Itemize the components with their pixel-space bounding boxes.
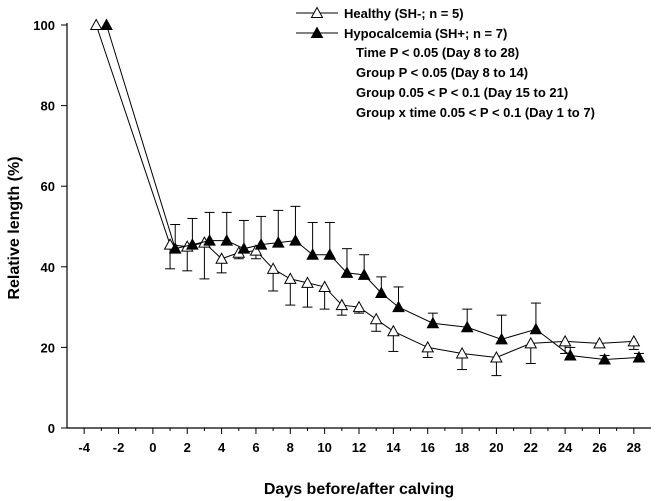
y-axis-title: Relative length (%) [6,156,23,299]
legend-marker-hypocalcemia [310,26,324,38]
data-point-hypocalcemia [254,238,268,250]
legend-label-healthy: Healthy (SH-; n = 5) [344,6,464,21]
y-tick-label: 100 [33,18,55,33]
data-point-hypocalcemia [563,348,577,361]
legend-label-hypocalcemia: Hypocalcemia (SH+; n = 7) [344,26,507,41]
y-tick-label: 60 [41,179,55,194]
data-point-healthy [318,280,331,292]
data-point-hypocalcemia [340,266,354,278]
y-tick-label: 0 [48,421,55,436]
error-bars [165,205,644,377]
data-point-hypocalcemia [598,352,611,365]
series [89,18,646,365]
data-point-hypocalcemia [392,300,405,313]
data-point-hypocalcemia [495,332,508,345]
data-point-healthy [215,252,228,264]
data-point-hypocalcemia [186,238,199,250]
data-point-healthy [249,244,263,256]
data-point-healthy [387,324,400,337]
x-tick-label: 8 [287,440,294,455]
data-point-hypocalcemia [237,242,251,254]
x-tick-label: 2 [184,440,191,455]
data-point-healthy [352,300,366,313]
x-tick-label: 16 [420,440,434,455]
data-point-healthy [558,334,572,347]
y-tick-label: 40 [41,260,55,275]
annotation-group: Group P < 0.05 (Day 8 to 14) [356,65,528,80]
data-point-hypocalcemia [529,322,543,335]
data-point-healthy [283,272,297,284]
x-tick-label: -2 [113,440,125,455]
data-point-hypocalcemia [168,242,182,254]
data-point-healthy [524,336,538,349]
x-tick-label: 22 [524,440,538,455]
data-point-hypocalcemia [220,234,234,246]
data-point-healthy [89,18,103,30]
data-point-hypocalcemia [374,286,388,298]
data-point-healthy [335,298,349,311]
data-point-hypocalcemia [289,234,302,246]
annotation-group-trend: Group 0.05 < P < 0.1 (Day 15 to 21) [356,85,568,100]
x-tick-label: 14 [386,440,401,455]
annotation-interaction: Group x time 0.05 < P < 0.1 (Day 1 to 7) [356,105,595,120]
x-tick-label: 12 [352,440,366,455]
data-point-healthy [301,276,314,288]
data-point-hypocalcemia [323,248,337,260]
data-point-hypocalcemia [271,236,285,248]
data-point-hypocalcemia [100,18,113,30]
series-line-healthy [95,24,634,358]
annotation-time: Time P < 0.05 (Day 8 to 28) [356,45,519,60]
x-tick-label: 18 [455,440,469,455]
legend-marker-healthy [310,6,324,18]
data-point-hypocalcemia [306,248,319,260]
axes [61,23,651,434]
data-point-healthy [627,334,641,347]
data-point-hypocalcemia [426,316,440,329]
data-point-healthy [455,346,469,359]
x-tick-label: 28 [627,440,641,455]
x-tick-label: -4 [78,440,90,455]
data-point-healthy [490,350,503,363]
data-point-healthy [421,340,435,353]
data-point-hypocalcemia [357,268,371,280]
x-tick-label: 24 [558,440,573,455]
data-point-healthy [369,312,383,325]
x-axis-title: Days before/after calving [264,481,454,498]
series-line-hypocalcemia [106,24,640,360]
data-point-hypocalcemia [460,320,474,333]
y-tick-label: 80 [41,99,55,114]
y-tick-label: 20 [41,340,55,355]
x-tick-label: 26 [592,440,606,455]
data-point-healthy [266,262,280,274]
x-tick-label: 0 [149,440,156,455]
data-point-hypocalcemia [632,350,646,363]
x-tick-label: 10 [317,440,331,455]
x-tick-label: 6 [252,440,259,455]
x-tick-label: 20 [489,440,503,455]
legend: Healthy (SH-; n = 5) Hypocalcemia (SH+; … [296,6,595,120]
data-point-hypocalcemia [203,234,216,246]
data-point-healthy [593,336,606,349]
x-tick-label: 4 [218,440,226,455]
